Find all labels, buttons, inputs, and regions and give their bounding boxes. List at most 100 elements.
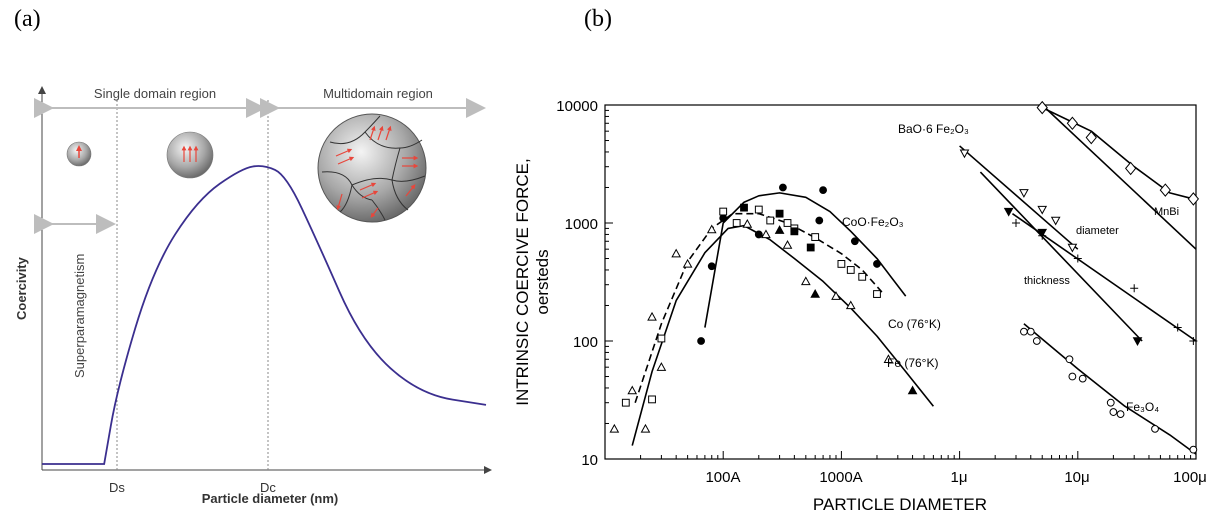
y-tick-10000: 10000 [556, 98, 598, 115]
data-point-co-76-k- [783, 219, 792, 227]
data-point-fe-o- [1020, 327, 1028, 336]
x-tick-10mu: 10μ [1064, 469, 1089, 486]
data-point-co-76-k- [621, 398, 630, 407]
data-point-thickness [1189, 337, 1198, 345]
data-point-co-76-k-filled [790, 227, 799, 236]
data-point-bao-6-fe-o-filled [1132, 337, 1143, 347]
y-axis-label: Coercivity [14, 256, 29, 320]
data-point-bao-6-fe-o-diameter [1050, 216, 1061, 226]
data-point-thickness [1012, 219, 1020, 227]
label-mnbi: MnBi [1154, 206, 1179, 218]
plot-frame [604, 104, 1197, 460]
data-point-fe-76-k- [627, 385, 638, 395]
data-point-fe-76-k- [800, 276, 811, 286]
series-line-bao-6-fe-o-filled [979, 171, 1143, 342]
data-point-co-76-k-filled [806, 243, 815, 252]
label-co: Co (76°K) [888, 317, 941, 331]
label-diameter: diameter [1076, 225, 1119, 237]
data-point-mnbi [1159, 183, 1171, 197]
x-tick-1mu: 1μ [951, 469, 968, 486]
y-tick-10: 10 [581, 452, 598, 469]
data-point-fe-o- [1189, 445, 1198, 454]
data-point-fe-o- [1065, 355, 1074, 364]
y-axis-label-b-line2: oersteds [533, 249, 552, 314]
ds-tick: Ds [109, 480, 125, 495]
data-point-bao-6-fe-o-diameter [1037, 205, 1048, 215]
data-point-mnbi [1036, 100, 1048, 115]
data-point-bao-6-fe-o-filled [1037, 228, 1048, 238]
data-point-coo-fe-o- [850, 237, 859, 246]
data-point-bao-6-fe-o-diameter [1019, 189, 1029, 198]
data-point-thickness [1073, 254, 1082, 263]
data-point-co-76-k- [732, 219, 741, 227]
data-point-fe-76-k- [845, 300, 856, 310]
data-point-co-76-k-filled [740, 203, 748, 212]
y-axis-label-b-line1: INTRINSIC COERCIVE FORCE, [513, 158, 532, 405]
axis-ticks [604, 109, 1192, 460]
data-point-co-76-k- [846, 266, 855, 274]
data-point-co-76-k- [858, 272, 867, 281]
data-point-coo-fe-o- [819, 186, 827, 195]
data-point-mnbi [1187, 192, 1200, 206]
single-domain-particle [166, 131, 214, 179]
single-domain-label: Single domain region [94, 86, 216, 101]
data-point-fe-o- [1109, 408, 1118, 416]
data-point-mnbi [1125, 161, 1137, 176]
data-point-co-76-k- [648, 395, 656, 404]
label-fe: Fe (76°K) [887, 356, 938, 370]
data-point-co-76-k- [754, 205, 763, 214]
data-point-fe-76-k- [782, 240, 793, 249]
data-point-fe-76-k- [656, 362, 667, 371]
panel-a-label: (a) [14, 6, 41, 32]
data-point-thickness [1173, 323, 1182, 332]
data-point-fe-o- [1116, 410, 1125, 419]
superparamagnetism-label: Superparamagnetism [72, 254, 87, 378]
data-point-fe-76-k-filled [907, 385, 918, 395]
multidomain-particle [317, 113, 427, 223]
data-point-fe-o- [1151, 424, 1159, 433]
data-point-fe-76-k-filled [774, 225, 785, 234]
label-fe3o4: Fe₃O₄ [1126, 400, 1159, 414]
data-point-fe-o- [1106, 398, 1115, 407]
y-tick-1000: 1000 [565, 216, 598, 233]
data-point-thickness [1130, 284, 1139, 293]
data-point-fe-o- [1032, 337, 1041, 345]
multidomain-label: Multidomain region [323, 86, 433, 101]
data-point-mnbi [1066, 116, 1079, 131]
dc-tick: Dc [260, 480, 276, 495]
data-point-fe-76-k- [647, 311, 657, 321]
data-point-fe-76-k- [706, 224, 717, 234]
panel-b-label: (b) [584, 6, 612, 32]
series-line-bao-6-fe-o-diameter [959, 145, 1079, 250]
data-point-coo-fe-o- [779, 183, 787, 192]
data-point-coo-fe-o- [697, 337, 705, 345]
data-point-coo-fe-o- [707, 262, 716, 271]
data-point-bao-6-fe-o-diameter [1067, 243, 1078, 253]
data-point-coo-fe-o- [719, 214, 728, 223]
series-line-mnbi [1041, 104, 1197, 250]
data-point-co-76-k- [837, 260, 846, 268]
data-point-fe-76-k- [742, 219, 753, 228]
x-tick-100a: 100A [705, 469, 740, 486]
label-thickness: thickness [1024, 275, 1070, 287]
data-point-co-76-k- [766, 216, 775, 225]
data-point-coo-fe-o- [754, 230, 763, 239]
data-point-fe-76-k- [761, 229, 771, 239]
points-group [609, 100, 1200, 454]
label-coo: CoO·Fe₂O₃ [842, 215, 904, 229]
x-axis-label: Particle diameter (nm) [202, 491, 339, 506]
data-point-bao-6-fe-o-filled [1003, 207, 1014, 217]
data-point-coo-fe-o- [873, 260, 881, 268]
series-line-coo-fe-o- [704, 192, 907, 328]
series-line-mnbi-upper [1041, 106, 1194, 200]
series-line-co-76-k- [634, 212, 883, 403]
data-point-fe-76-k- [883, 354, 894, 363]
data-point-fe-o- [1078, 374, 1087, 383]
coercivity-curve [42, 165, 487, 465]
data-point-fe-76-k- [831, 291, 841, 300]
data-point-fe-76-k-filled [810, 289, 821, 298]
x-axis-label-b: PARTICLE DIAMETER [813, 495, 987, 514]
data-point-bao-6-fe-o-diameter [959, 149, 970, 159]
